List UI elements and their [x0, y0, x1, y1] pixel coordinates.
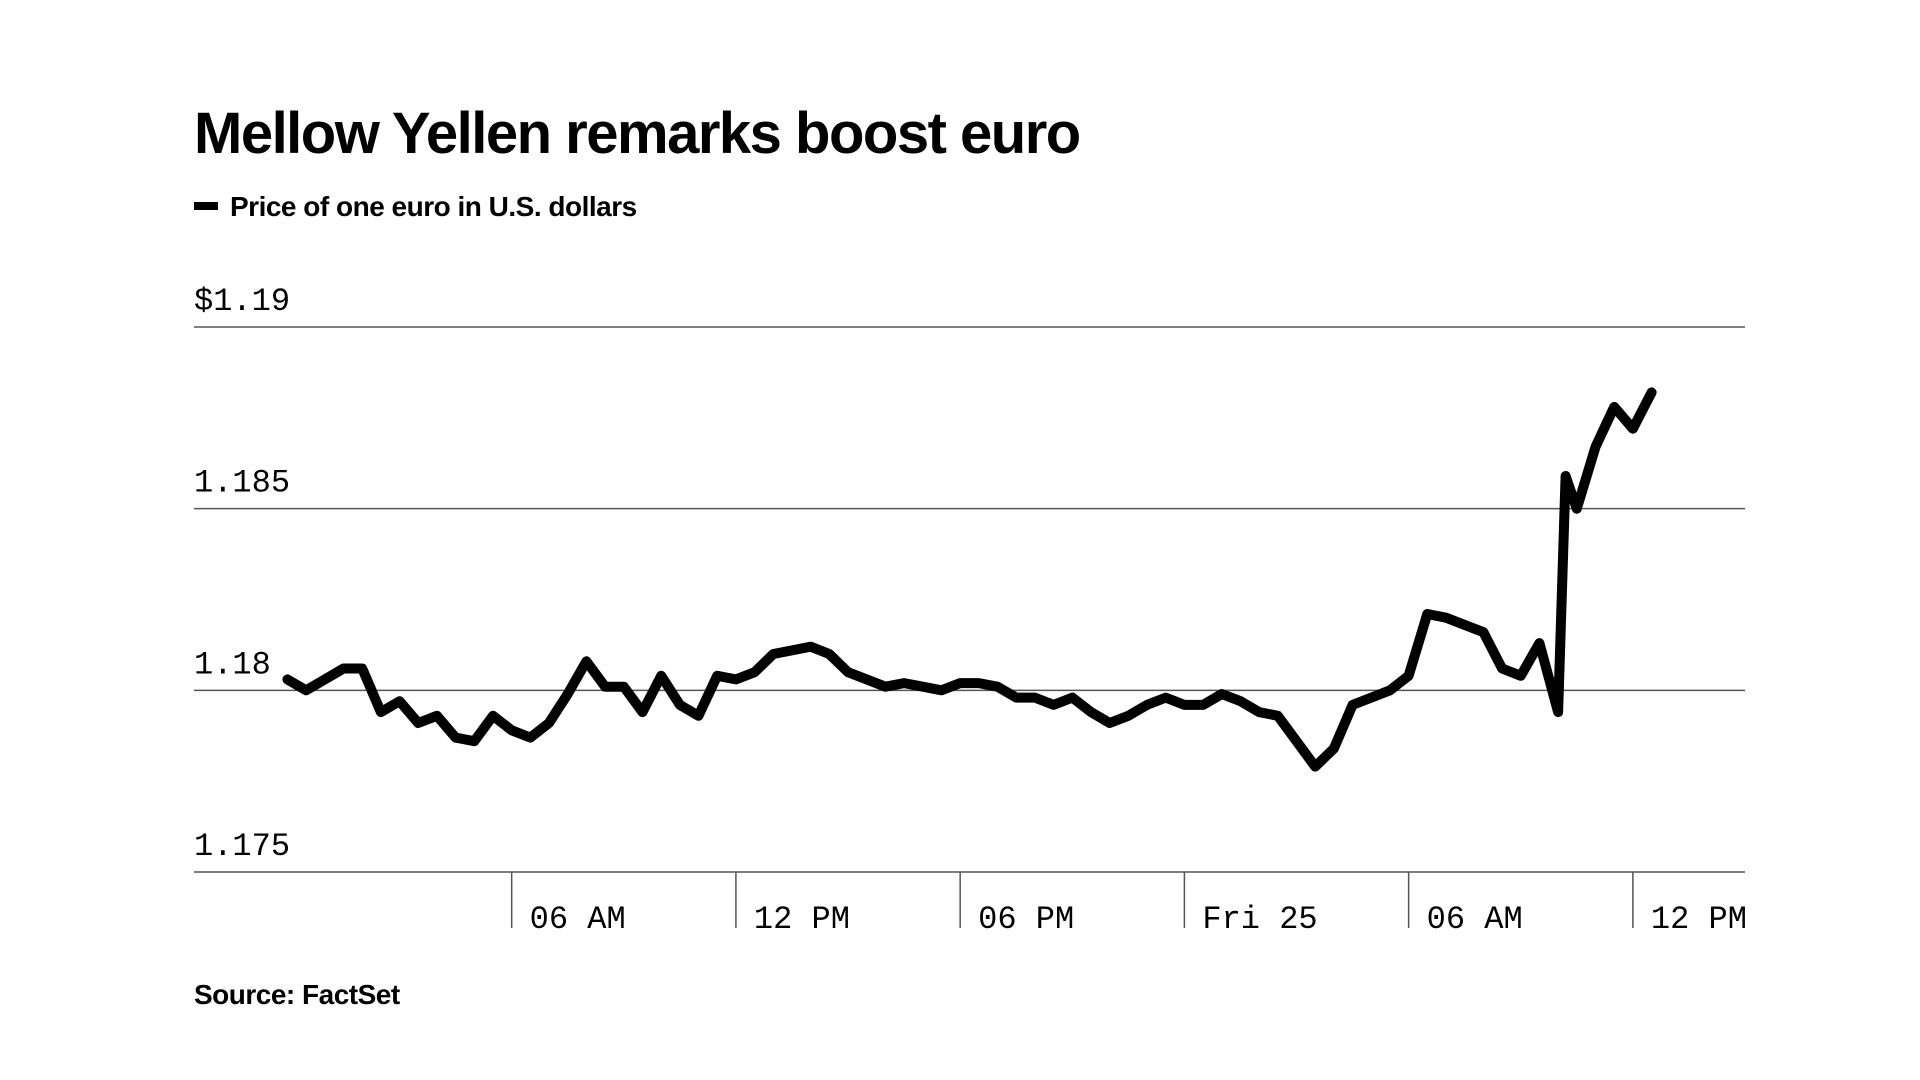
x-tick-label: 06 AM — [1427, 901, 1523, 938]
x-tick-label: 12 PM — [754, 901, 850, 938]
x-tick-label: Fri 25 — [1202, 901, 1317, 938]
y-tick-label: $1.19 — [194, 283, 290, 320]
source: Source: FactSet — [194, 979, 400, 1010]
chart-title: Mellow Yellen remarks boost euro — [194, 101, 1080, 166]
y-tick-label: 1.175 — [194, 828, 290, 865]
price-line — [282, 387, 1657, 772]
legend-swatch — [194, 202, 218, 210]
y-tick-label: 1.18 — [194, 646, 271, 683]
y-tick-label: 1.185 — [194, 465, 290, 502]
legend-label: Price of one euro in U.S. dollars — [230, 191, 637, 222]
x-tick-label: 06 AM — [530, 901, 626, 938]
x-tick-label: 12 PM — [1651, 901, 1747, 938]
x-tick-label: 06 PM — [978, 901, 1074, 938]
